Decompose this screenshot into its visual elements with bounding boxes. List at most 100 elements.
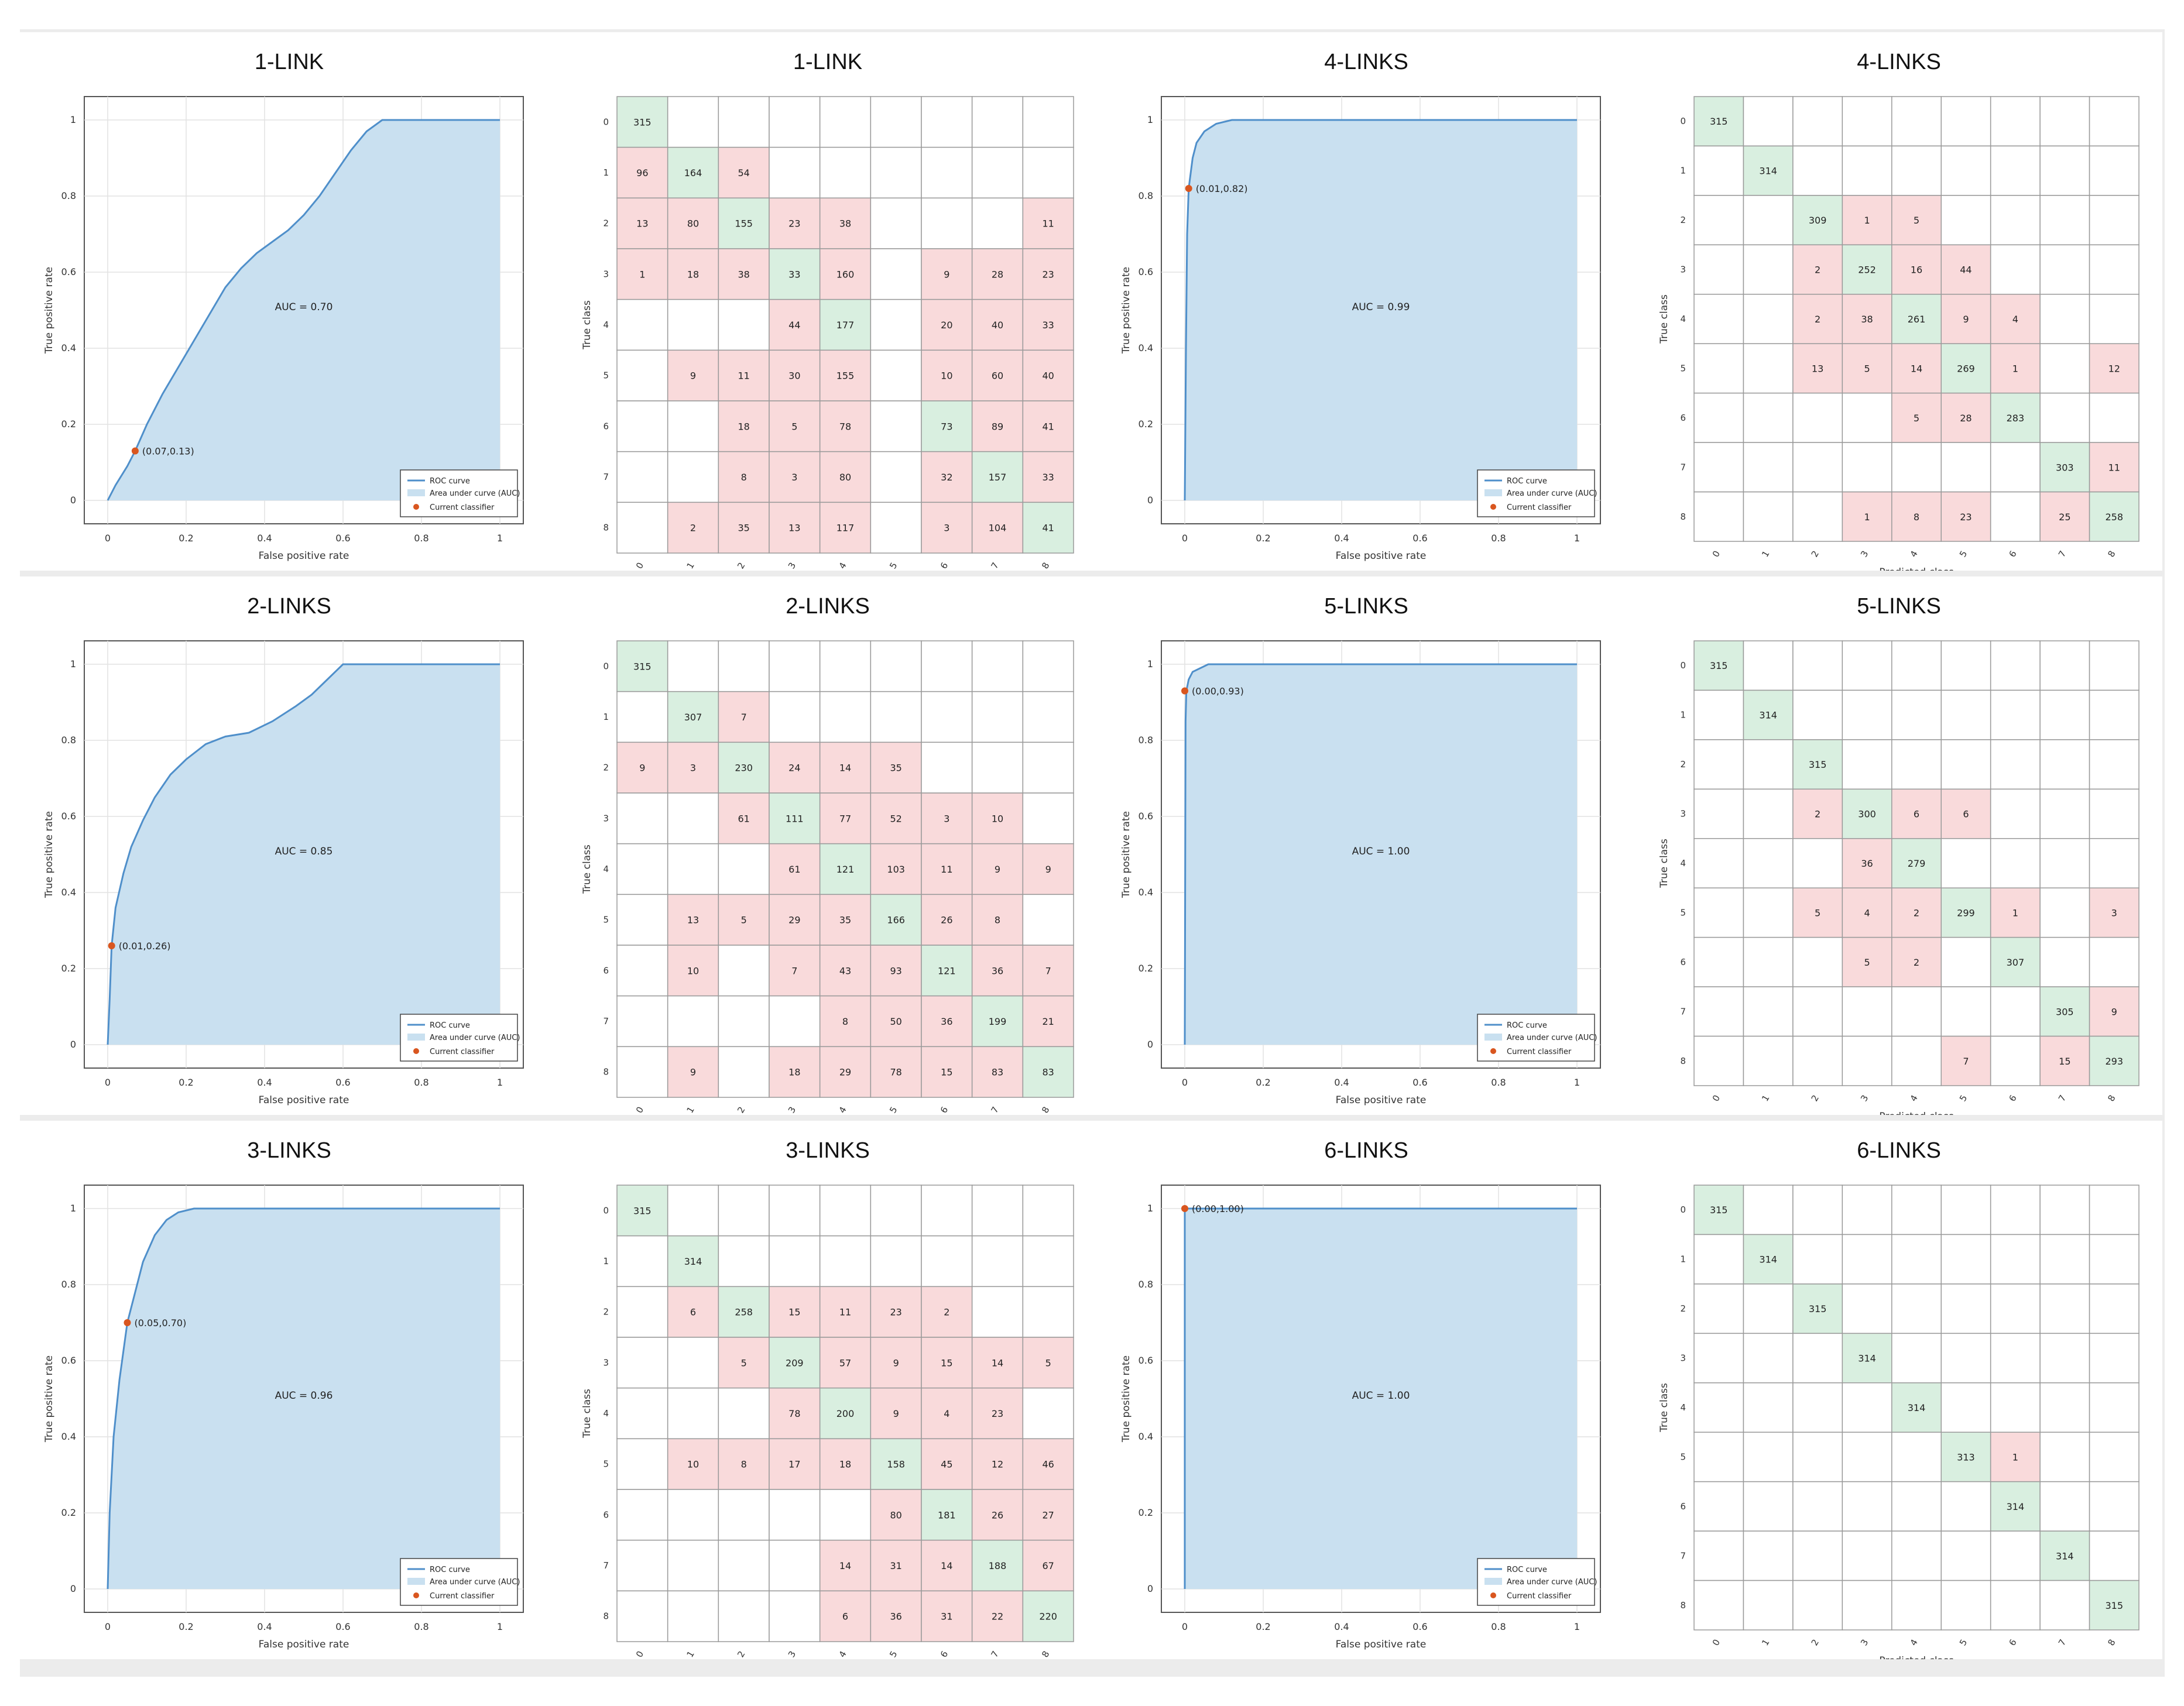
legend-point-swatch [1490,1592,1496,1598]
cm-cell-value: 3 [690,763,696,774]
point-label: (0.00,0.93) [1192,686,1244,697]
cm-cell [667,400,719,452]
panel-title: 1-LINK [793,50,863,74]
cm-cell [921,1590,973,1642]
cm-cell [718,1185,770,1237]
cm-cell [1743,343,1794,394]
cm-cell-value: 1 [1864,512,1870,523]
x-tick-label: 1 [684,1105,696,1115]
cm-cell [971,1286,1024,1338]
cm-cell-value: 61 [788,864,800,875]
cm-cell-value: 46 [1042,1459,1054,1470]
cm-cell [1792,1382,1843,1433]
cm-cell [971,197,1024,249]
cm-cell-value: 83 [992,1067,1003,1078]
cm-cell [667,248,719,300]
cm-cell [616,640,668,692]
y-axis-label: True positive rate [43,1355,55,1443]
y-axis-label: True positive rate [1120,1355,1132,1443]
cm-cell [971,742,1024,794]
cm-cell [616,1590,668,1642]
cm-cell [1792,689,1843,740]
y-tick-label: 4 [1680,314,1686,324]
y-tick-label: 0.4 [1139,342,1153,353]
cm-cell [870,298,922,351]
cm-cell-value: 60 [992,370,1003,382]
x-tick-label: 0.8 [1491,1077,1506,1088]
cm-cell [870,248,922,300]
cm-cell [616,1337,668,1389]
cm-cell [971,502,1024,554]
x-tick-label: 2 [1809,1093,1821,1103]
auc-label: AUC = 0.85 [275,846,333,857]
legend-box [400,469,518,517]
cm-cell [2039,392,2090,443]
y-tick-label: 0.2 [1139,1507,1153,1518]
cm-cell [1940,689,1991,740]
cm-cell [667,146,719,199]
cm-cell [1842,739,1892,790]
cm-cell-value: 305 [2056,1006,2074,1017]
cm-cell [769,1286,821,1338]
cm-cell [921,248,973,300]
cm-cell [870,945,922,997]
cm-cell [769,640,821,692]
cm-cell-value: 14 [992,1357,1003,1368]
cm-cell-value: 188 [989,1560,1007,1571]
cm-cell [1022,1438,1074,1490]
x-tick-label: 1 [684,1649,696,1659]
cm-cell [921,502,973,554]
cm-cell [718,248,770,300]
cm-cell [921,1046,973,1098]
x-tick-label: 6 [2007,1093,2018,1103]
cm-cell-value: 300 [1858,809,1876,820]
x-tick-label: 4 [836,1649,848,1659]
cm-cell [1940,244,1991,295]
cm-cell-value: 10 [687,1459,699,1470]
cm-cell [1693,1382,1744,1433]
x-tick-label: 5 [887,1649,899,1659]
x-tick-label: 0.2 [1256,1621,1270,1632]
cm-cell-value: 314 [684,1256,702,1267]
cm-cell [819,843,872,895]
x-tick-label: 0.2 [1256,533,1270,544]
cm-cell [921,1438,973,1490]
panel-title: 5-LINKS [1857,594,1941,619]
x-tick-label: 1 [1760,1638,1771,1647]
cm-cell [1022,502,1074,554]
x-tick-label: 7 [989,561,1000,571]
cm-cell [769,248,821,300]
roc-chart: 0 0 0.2 0.2 0.4 0.4 0.6 0.6 0.8 0.8 1 1 (0.05,0.70) A… [43,1185,524,1650]
cm-cell-value: 25 [2059,512,2070,523]
cm-cell [1990,838,2041,888]
roc-curve-line [107,119,500,501]
cm-cell-value: 252 [1858,265,1876,276]
cm-cell [1940,96,1991,147]
cm-cell-value: 279 [1908,858,1926,869]
panel-title: 3-LINKS [247,1138,331,1163]
panel-title: 2-LINKS [786,594,870,619]
roc-chart: 0 0 0.2 0.2 0.4 0.4 0.6 0.6 0.8 0.8 1 1 (0.01,0.26) A… [43,640,524,1106]
cm-cell [819,792,872,845]
cm-cell [870,146,922,199]
y-tick-label: 0 [70,1039,76,1050]
cm-cell [1743,1481,1794,1532]
cm-cell [1842,145,1892,196]
x-axis-label: False positive rate [1336,1094,1427,1106]
cm-cell [1940,739,1991,790]
cm-cell [1743,442,1794,493]
cm-cell-value: 314 [1759,1254,1777,1265]
cm-cell [1022,96,1074,148]
cm-cell [1743,145,1794,196]
cm-cell [1693,936,1744,987]
x-tick-label: 3 [786,1105,798,1115]
cm-cell [769,1489,821,1541]
cm-cell-value: 3 [791,472,797,483]
cm-cell-value: 13 [687,915,699,926]
cm-cell [2039,1234,2090,1285]
x-tick-label: 0.6 [335,1077,350,1088]
cm-cell [1792,1035,1843,1086]
cm-cell [1940,491,1991,542]
cm-cell [1940,1432,1991,1482]
cm-cell [1743,640,1794,691]
